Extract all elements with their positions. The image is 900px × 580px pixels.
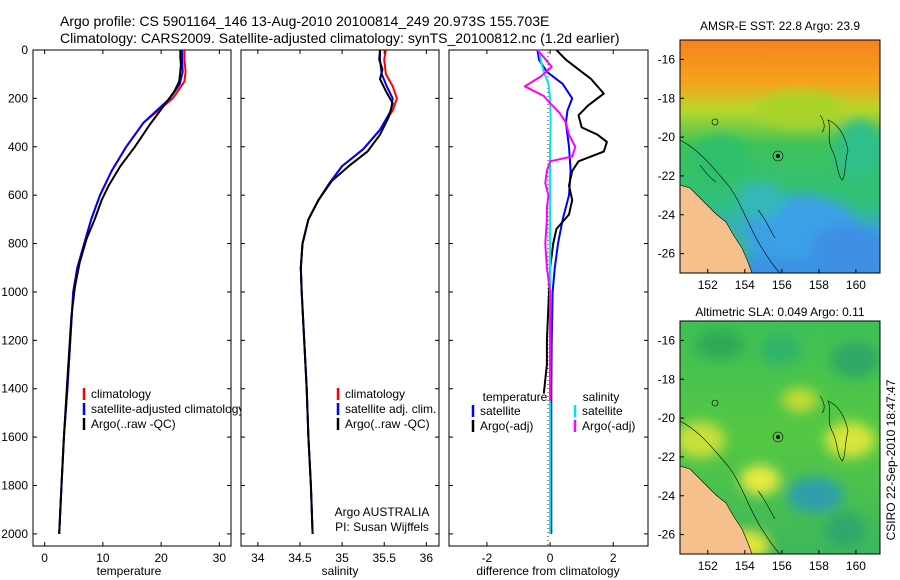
y-tick-label: 0 (21, 43, 28, 57)
map-x-tick-label: 158 (809, 278, 829, 292)
map-y-tick-label: -24 (658, 489, 676, 503)
sla-heatmap (680, 321, 880, 554)
x-tick-label: -2 (482, 551, 493, 565)
map-y-tick-label: -18 (658, 91, 676, 105)
sst-map-frame (679, 39, 881, 274)
map-x-tick-label: 156 (772, 559, 792, 573)
map-x-tick-label: 158 (809, 559, 829, 573)
legend-label: satellite-adjusted climatology (91, 402, 244, 416)
sla-map-title: Altimetric SLA: 0.049 Argo: 0.11 (695, 305, 865, 319)
salinity-xlabel: salinity (322, 564, 359, 578)
legend-label: climatology (345, 387, 405, 401)
legend-label: climatology (91, 387, 151, 401)
temperature-xlabel: temperature (97, 564, 162, 578)
difference-xlabel: difference from climatology (476, 564, 619, 578)
x-tick-label: 30 (213, 551, 227, 565)
map-x-tick-label: 160 (846, 278, 866, 292)
annotation-pi: PI: Susan Wijffels (335, 520, 429, 534)
series-line-argo-raw-qc- (299, 49, 394, 534)
map-y-tick-label: -20 (658, 130, 676, 144)
annotation-argo-australia: Argo AUSTRALIA (335, 505, 430, 519)
x-tick-label: 35.5 (373, 551, 397, 565)
map-y-tick-label: -22 (658, 169, 676, 183)
x-tick-label: 20 (154, 551, 168, 565)
legend-label: satellite (480, 404, 521, 418)
map-y-tick-label: -22 (658, 450, 676, 464)
sla-argo-marker (776, 435, 780, 439)
credit-stamp: CSIRO 22-Sep-2010 18:47:47 (884, 379, 898, 540)
legend-label: Argo(-adj) (480, 419, 533, 433)
sst-bathymetry-contours (680, 114, 849, 273)
y-tick-label: 1400 (1, 382, 28, 396)
legend-label: Argo(-adj) (582, 419, 635, 433)
x-tick-label: 36 (420, 551, 434, 565)
map-y-tick-label: -20 (658, 411, 676, 425)
legend-label: satellite (582, 404, 623, 418)
y-tick-label: 800 (8, 237, 28, 251)
map-y-tick-label: -16 (658, 333, 676, 347)
legend-label: satellite adj. clim. (345, 402, 436, 416)
sla-land-mass (680, 465, 753, 554)
map-x-tick-label: 156 (772, 278, 792, 292)
difference-panel: -2 0 2 satelliteArgo(-adj)satelliteArgo(-a… (448, 49, 649, 578)
y-tick-label: 1000 (1, 285, 28, 299)
y-tick-label: 1600 (1, 430, 28, 444)
legend-header-salinity: salinity (583, 390, 620, 404)
sst-land-mass (680, 184, 753, 273)
temperature-axes-box (32, 49, 232, 547)
y-tick-label: 2000 (1, 527, 28, 541)
map-y-tick-label: -26 (658, 247, 676, 261)
y-tick-label: 600 (8, 188, 28, 202)
map-y-tick-label: -26 (658, 528, 676, 542)
map-x-tick-label: 154 (735, 278, 755, 292)
x-tick-label: 34.5 (288, 551, 312, 565)
map-y-tick-label: -24 (658, 208, 676, 222)
map-x-tick-label: 160 (846, 559, 866, 573)
legend-label: Argo(..raw -QC) (345, 417, 430, 431)
x-tick-label: 34 (251, 551, 265, 565)
y-tick-label: 1200 (1, 333, 28, 347)
legend-header-temperature: temperature (483, 390, 548, 404)
series-line-temperature-satellite (536, 49, 574, 534)
salinity-axes-box (240, 49, 440, 547)
legend-label: Argo(..raw -QC) (91, 417, 176, 431)
map-x-tick-label: 152 (698, 278, 718, 292)
y-tick-label: 400 (8, 140, 28, 154)
sla-map-frame (679, 320, 881, 555)
temperature-panel: 0 10 20 30 0 200 400 600 800 1000 1200 1400 1600 1800… (1, 43, 244, 578)
series-line-temperature-argo-adj- (542, 49, 608, 394)
x-tick-label: 0 (547, 551, 554, 565)
header-line-2: Climatology: CARS2009. Satellite-adjuste… (60, 30, 620, 46)
x-tick-label: 0 (41, 551, 48, 565)
y-tick-label: 200 (8, 91, 28, 105)
sst-heatmap (680, 40, 880, 273)
sla-bathymetry-contours (680, 395, 849, 554)
map-x-tick-label: 152 (698, 559, 718, 573)
map-y-tick-label: -16 (658, 52, 676, 66)
series-line-salinity-argo-adj- (523, 49, 577, 401)
sst-map-title: AMSR-E SST: 22.8 Argo: 23.9 (700, 19, 860, 33)
x-tick-label: 10 (96, 551, 110, 565)
x-tick-label: 2 (610, 551, 617, 565)
series-line-argo-raw-qc- (58, 50, 182, 534)
x-tick-label: 35 (335, 551, 349, 565)
sst-map-panel: AMSR-E SST: 22.8 Argo: 23.9 (658, 19, 881, 292)
sst-argo-marker (776, 154, 780, 158)
map-x-tick-label: 154 (735, 559, 755, 573)
header-line-1: Argo profile: CS 5901164_146 13-Aug-2010… (60, 13, 549, 29)
y-tick-label: 1800 (1, 479, 28, 493)
map-y-tick-label: -18 (658, 372, 676, 386)
sla-map-panel: Altimetric SLA: 0.049 Argo: 0.11 (658, 305, 881, 573)
